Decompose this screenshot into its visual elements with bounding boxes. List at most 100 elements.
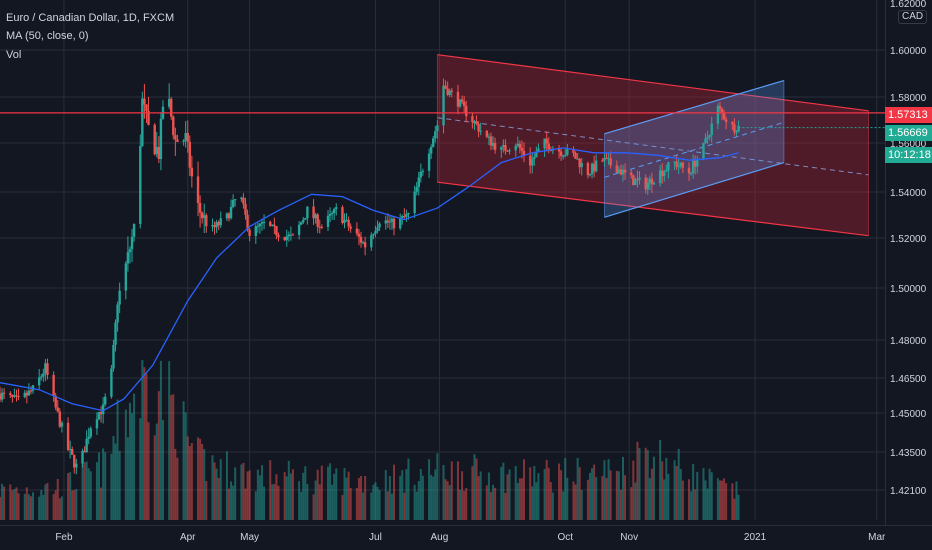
candle-body <box>520 148 524 151</box>
volume-bar <box>696 471 699 520</box>
current-price-tag: 1.56669 <box>885 125 932 141</box>
red-channel-upper[interactable] <box>437 54 869 112</box>
candle-body <box>710 123 713 136</box>
candle-body <box>696 158 699 167</box>
volume-bar <box>648 478 651 520</box>
candle-body <box>326 215 330 227</box>
candle-body <box>533 157 536 160</box>
red-channel-fill[interactable] <box>437 54 869 236</box>
volume-bar <box>475 458 478 520</box>
candle-body <box>444 85 447 89</box>
volume-bar <box>630 487 633 520</box>
volume-bar <box>428 459 431 520</box>
candle-body <box>200 212 204 219</box>
volume-bar <box>318 484 321 520</box>
volume-bar <box>708 468 711 520</box>
candle-body <box>27 390 31 396</box>
volume-bar <box>271 484 274 520</box>
volume-bar <box>13 489 16 520</box>
volume-bar <box>514 465 517 520</box>
volume-bar <box>723 478 726 520</box>
candle-body <box>500 146 503 150</box>
red-channel-lower[interactable] <box>437 181 869 237</box>
candle-body <box>576 158 579 160</box>
candle-body <box>118 290 121 305</box>
candle-body <box>516 143 519 146</box>
volume-bar <box>300 491 303 520</box>
volume-bar <box>603 460 606 520</box>
candle-body <box>617 169 621 173</box>
candle-body <box>167 98 171 107</box>
candle-body <box>361 242 365 244</box>
volume-bar <box>87 468 90 520</box>
volume-bar <box>551 492 554 520</box>
volume-bar <box>174 448 177 520</box>
volume-bar <box>572 481 575 520</box>
candle-body <box>229 206 233 219</box>
candle-body <box>29 390 33 392</box>
volume-bar <box>374 482 377 520</box>
volume-bar <box>331 484 334 520</box>
candle-body <box>432 138 435 147</box>
volume-bar <box>32 492 35 520</box>
candle-body <box>345 219 348 221</box>
red-channel-median[interactable] <box>437 117 869 176</box>
candle-body <box>374 231 377 235</box>
volume-bar <box>89 471 92 520</box>
candle-body <box>312 206 315 219</box>
candle-body <box>213 225 216 228</box>
candle-body <box>514 145 517 151</box>
blue-channel-fill[interactable] <box>604 80 784 218</box>
candle-body <box>405 213 408 217</box>
candle-body <box>355 228 359 234</box>
volume-bar <box>487 472 490 520</box>
volume-bar <box>199 438 202 520</box>
candle-body <box>104 396 107 405</box>
price-tick-label: 1.46500 <box>890 374 927 385</box>
candle-body <box>557 148 561 152</box>
candle-body <box>11 394 14 397</box>
candle-body <box>436 125 439 132</box>
candle-body <box>658 170 662 184</box>
blue-channel-upper[interactable] <box>604 79 785 135</box>
candle-body <box>675 161 678 167</box>
blue-channel-lower[interactable] <box>604 162 785 218</box>
candle-body <box>17 396 20 398</box>
candle-body <box>386 220 390 223</box>
volume-bar <box>636 441 639 520</box>
volume-bar <box>650 468 653 520</box>
volume-bar <box>116 399 119 520</box>
symbol-legend[interactable]: Euro / Canadian Dollar, 1D, FXCM <box>6 12 175 24</box>
volume-bar <box>405 469 408 520</box>
volume-bar <box>219 459 222 520</box>
price-tick-label: 1.43500 <box>890 448 927 459</box>
candle-body <box>621 169 625 175</box>
price-tick-label: 1.54000 <box>890 188 927 199</box>
volume-bar <box>622 456 625 520</box>
volume-bar <box>378 489 381 520</box>
currency-label[interactable]: CAD <box>898 10 928 24</box>
volume-bar <box>349 488 352 520</box>
volume-bar <box>147 422 150 520</box>
candle-body <box>566 148 569 155</box>
candle-body <box>190 167 194 177</box>
volume-bar <box>522 459 525 520</box>
candle-body <box>543 138 546 149</box>
candle-body <box>37 377 41 386</box>
candle-body <box>704 138 707 143</box>
volume-bar <box>537 473 540 520</box>
candle-body <box>217 222 220 226</box>
volume-bar <box>704 480 707 520</box>
volume-bar <box>291 469 294 520</box>
volume-bar <box>227 488 230 520</box>
candle-body <box>328 213 332 216</box>
time-tick-label: Jul <box>369 532 382 543</box>
ma-legend[interactable]: MA (50, close, 0) <box>6 30 89 42</box>
volume-bar <box>40 490 43 520</box>
volume-bar <box>690 491 693 520</box>
blue-channel-median[interactable] <box>604 121 785 178</box>
volume-legend[interactable]: Vol <box>6 49 22 61</box>
price-tick-label: 1.60000 <box>890 46 927 57</box>
moving-average-line[interactable] <box>0 147 739 412</box>
